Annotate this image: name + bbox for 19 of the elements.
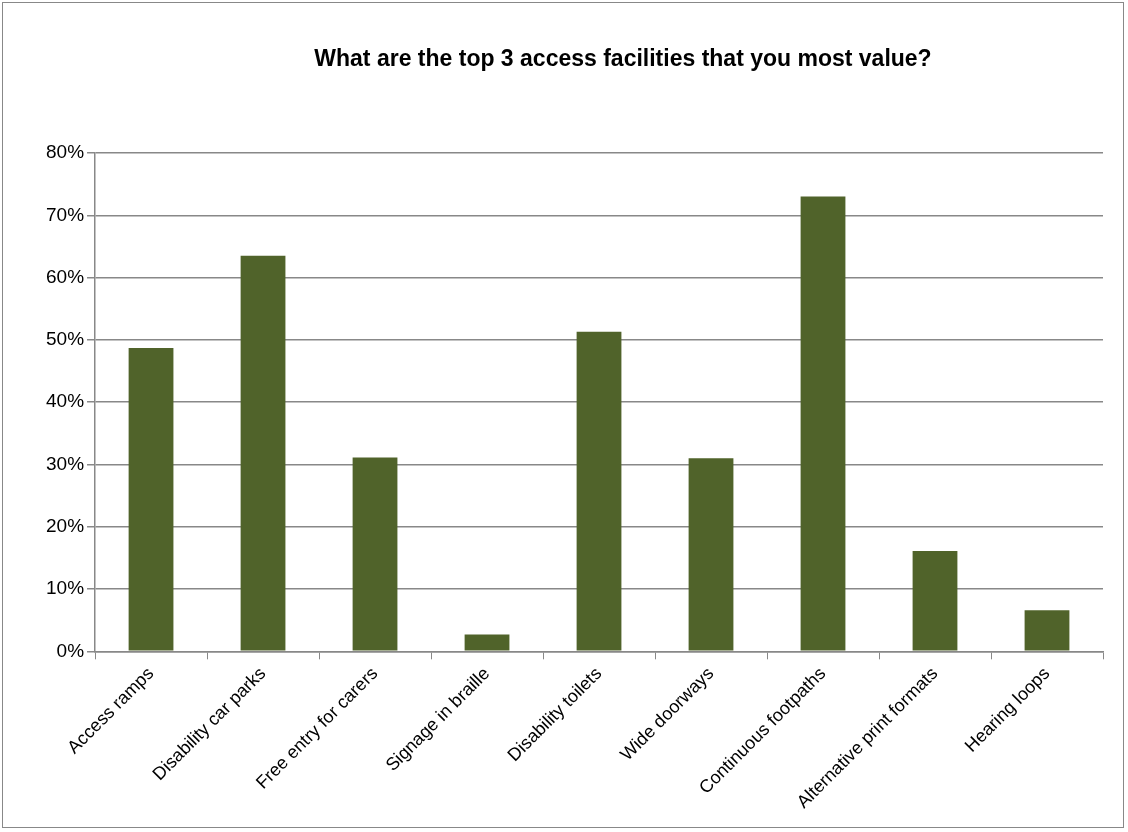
y-tick-label: 40% xyxy=(46,390,85,412)
bar xyxy=(576,331,622,651)
bar xyxy=(688,458,734,651)
y-tick-label: 30% xyxy=(46,452,85,474)
chart-title: What are the top 3 access facilities that you most value? xyxy=(313,45,933,72)
bar xyxy=(1024,610,1070,651)
y-tick-label: 50% xyxy=(46,328,85,350)
y-tick-label: 60% xyxy=(46,265,85,287)
bar xyxy=(352,457,398,651)
y-tick-label: 80% xyxy=(46,141,85,163)
y-tick-label: 70% xyxy=(46,203,85,225)
y-tick-label: 0% xyxy=(56,639,85,661)
bar xyxy=(912,551,958,651)
bar xyxy=(128,347,174,651)
bar xyxy=(800,196,846,651)
y-tick-label: 20% xyxy=(46,514,85,536)
bar xyxy=(240,255,286,651)
y-tick-label: 10% xyxy=(46,577,85,599)
bar xyxy=(464,634,510,651)
